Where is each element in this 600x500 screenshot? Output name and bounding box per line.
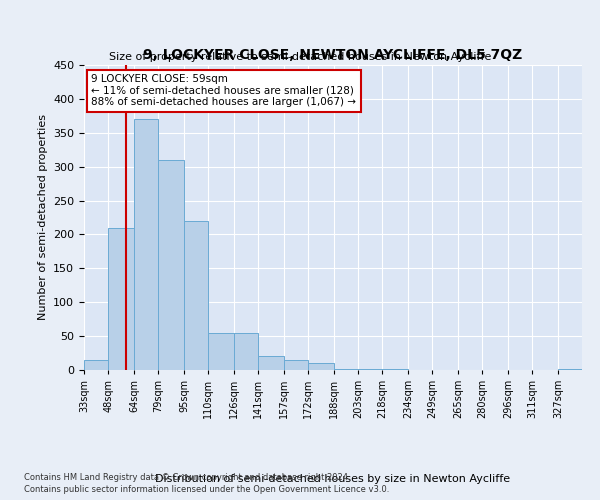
Bar	[108, 228, 134, 370]
Bar	[208, 332, 234, 370]
Bar	[234, 332, 258, 370]
Title: 9, LOCKYER CLOSE, NEWTON AYCLIFFE, DL5 7QZ: 9, LOCKYER CLOSE, NEWTON AYCLIFFE, DL5 7…	[143, 48, 523, 62]
Y-axis label: Number of semi-detached properties: Number of semi-detached properties	[38, 114, 47, 320]
Bar	[258, 356, 284, 370]
Bar	[158, 160, 184, 370]
Text: 9 LOCKYER CLOSE: 59sqm
← 11% of semi-detached houses are smaller (128)
88% of se: 9 LOCKYER CLOSE: 59sqm ← 11% of semi-det…	[91, 74, 356, 108]
Bar	[184, 221, 208, 370]
Text: Contains HM Land Registry data © Crown copyright and database right 2024.: Contains HM Land Registry data © Crown c…	[24, 472, 350, 482]
Text: Contains public sector information licensed under the Open Government Licence v3: Contains public sector information licen…	[24, 485, 389, 494]
X-axis label: Distribution of semi-detached houses by size in Newton Aycliffe: Distribution of semi-detached houses by …	[155, 474, 511, 484]
Bar	[284, 360, 308, 370]
Bar	[334, 368, 358, 370]
Bar	[84, 360, 108, 370]
Bar	[308, 363, 334, 370]
Text: Size of property relative to semi-detached houses in Newton Aycliffe: Size of property relative to semi-detach…	[109, 52, 491, 62]
Bar	[134, 119, 158, 370]
